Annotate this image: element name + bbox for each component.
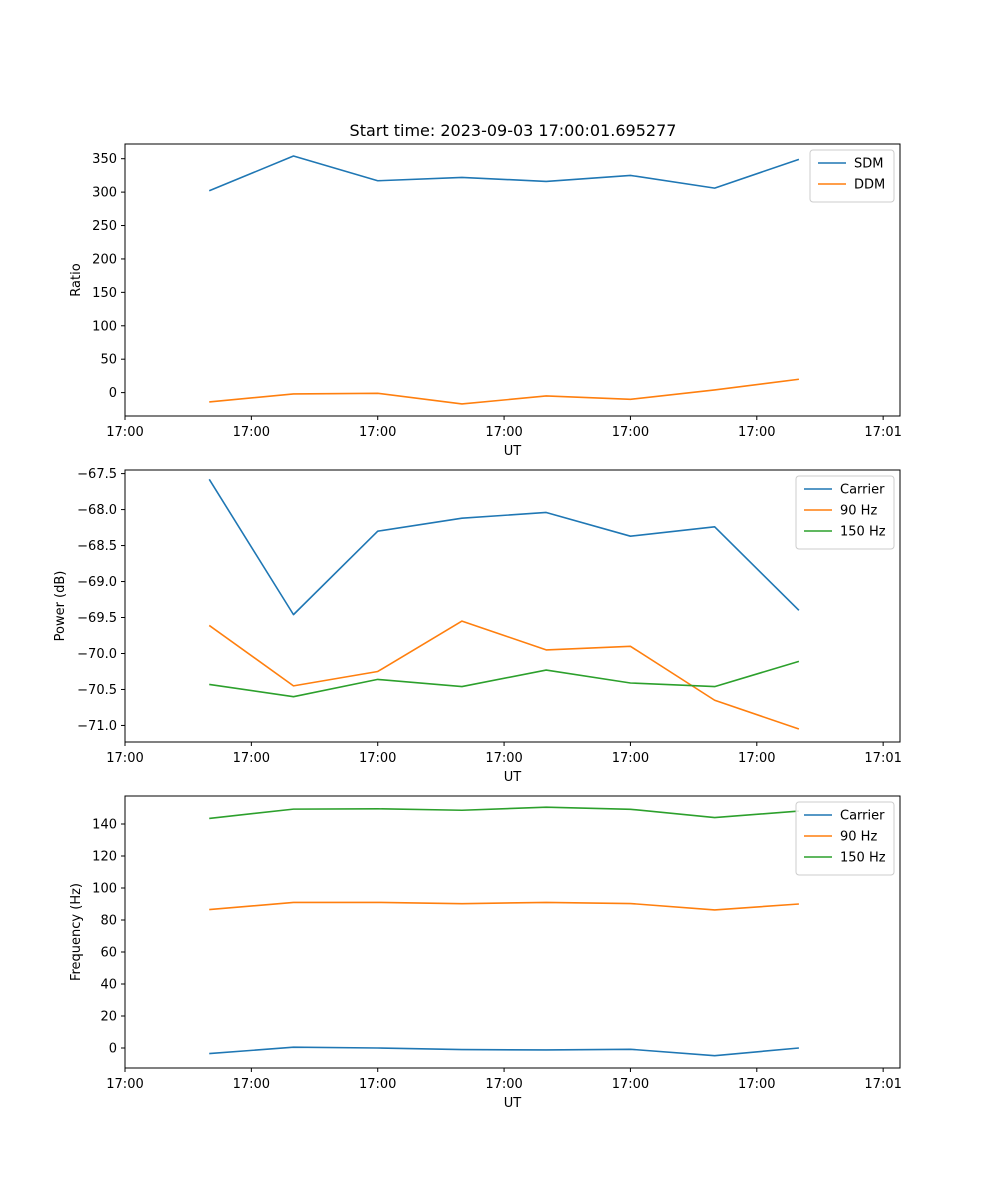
- x-tick-label: 17:00: [738, 1077, 775, 1092]
- x-tick-label: 17:00: [233, 751, 270, 766]
- y-axis-label: Ratio: [69, 263, 84, 296]
- y-axis-label: Power (dB): [53, 571, 68, 642]
- x-tick-label: 17:00: [612, 1077, 649, 1092]
- x-tick-label: 17:00: [233, 1077, 270, 1092]
- plot-area: [124, 143, 901, 417]
- y-tick-label: 0: [109, 1042, 117, 1057]
- series-line-sdm: [208, 155, 800, 192]
- y-tick-label: −69.5: [77, 611, 117, 626]
- chart-panels: 17:00 17:00 17:00 17:00 17:00 17:00 17:01 0 50 10…: [53, 143, 902, 1111]
- series-line-carrier: [209, 1046, 799, 1057]
- chart-panel-3: 17:00 17:00 17:00 17:00 17:00 17:00 17:01 0 20 40…: [69, 795, 902, 1111]
- plot-area: [124, 469, 901, 743]
- x-tick-label: 17:01: [864, 1077, 901, 1092]
- x-axis-label: UT: [504, 1096, 522, 1111]
- legend: SDM DDM: [809, 149, 895, 203]
- series-line-90-hz: [209, 901, 799, 911]
- x-tick-label: 17:00: [106, 1077, 143, 1092]
- chart-panel-1: 17:00 17:00 17:00 17:00 17:00 17:00 17:01 0 50 10…: [69, 143, 902, 459]
- y-tick-label: 200: [92, 252, 117, 267]
- x-tick-label: 17:00: [233, 425, 270, 440]
- x-tick-label: 17:00: [106, 751, 143, 766]
- series-line-150-hz: [209, 806, 799, 820]
- series-line-ddm: [209, 378, 800, 405]
- chart-panel-2: 17:00 17:00 17:00 17:00 17:00 17:00 17:01 −71.0…: [53, 467, 902, 785]
- legend: Carrier 90 Hz 150 Hz: [795, 475, 895, 550]
- legend: Carrier 90 Hz 150 Hz: [795, 801, 895, 876]
- x-tick-label: 17:00: [359, 751, 396, 766]
- series-line-90-hz: [208, 620, 800, 730]
- legend-label: 90 Hz: [840, 504, 877, 519]
- legend-label: SDM: [854, 157, 883, 172]
- series-line-carrier: [208, 478, 800, 616]
- y-tick-label: 150: [92, 286, 117, 301]
- chart-title: Start time: 2023-09-03 17:00:01.695277: [350, 121, 677, 140]
- y-tick-label: −67.5: [77, 467, 117, 482]
- x-tick-label: 17:00: [612, 751, 649, 766]
- y-tick-label: −71.0: [77, 719, 117, 734]
- y-tick-label: −70.0: [77, 647, 117, 662]
- y-tick-label: 350: [92, 152, 117, 167]
- x-tick-label: 17:01: [864, 425, 901, 440]
- y-tick-label: 60: [100, 946, 117, 961]
- y-tick-label: 140: [92, 818, 117, 833]
- legend-label: Carrier: [840, 809, 885, 824]
- legend-label: 150 Hz: [840, 525, 886, 540]
- y-axis-label: Frequency (Hz): [69, 883, 84, 981]
- y-tick-label: 120: [92, 850, 117, 865]
- legend-label: 150 Hz: [840, 851, 886, 866]
- x-tick-label: 17:00: [359, 1077, 396, 1092]
- y-tick-label: 0: [109, 386, 117, 401]
- x-tick-label: 17:00: [106, 425, 143, 440]
- x-tick-label: 17:00: [485, 425, 522, 440]
- x-tick-label: 17:00: [612, 425, 649, 440]
- x-axis-label: UT: [504, 770, 522, 785]
- legend-label: DDM: [854, 178, 885, 193]
- x-tick-label: 17:00: [359, 425, 396, 440]
- x-axis-label: UT: [504, 444, 522, 459]
- y-tick-label: 50: [100, 353, 117, 368]
- legend-label: Carrier: [840, 483, 885, 498]
- y-tick-label: 20: [100, 1010, 117, 1025]
- x-tick-label: 17:01: [864, 751, 901, 766]
- y-tick-label: 80: [100, 914, 117, 929]
- y-tick-label: −69.0: [77, 575, 117, 590]
- x-tick-label: 17:00: [738, 751, 775, 766]
- x-tick-label: 17:00: [485, 751, 522, 766]
- y-tick-label: 100: [92, 319, 117, 334]
- y-tick-label: 40: [100, 978, 117, 993]
- legend-label: 90 Hz: [840, 830, 877, 845]
- plot-area: [124, 795, 901, 1069]
- y-tick-label: −70.5: [77, 683, 117, 698]
- y-tick-label: −68.5: [77, 539, 117, 554]
- series-line-150-hz: [209, 660, 800, 698]
- y-tick-label: 300: [92, 186, 117, 201]
- y-tick-label: −68.0: [77, 503, 117, 518]
- x-tick-label: 17:00: [485, 1077, 522, 1092]
- x-tick-label: 17:00: [738, 425, 775, 440]
- y-tick-label: 250: [92, 219, 117, 234]
- y-tick-label: 100: [92, 882, 117, 897]
